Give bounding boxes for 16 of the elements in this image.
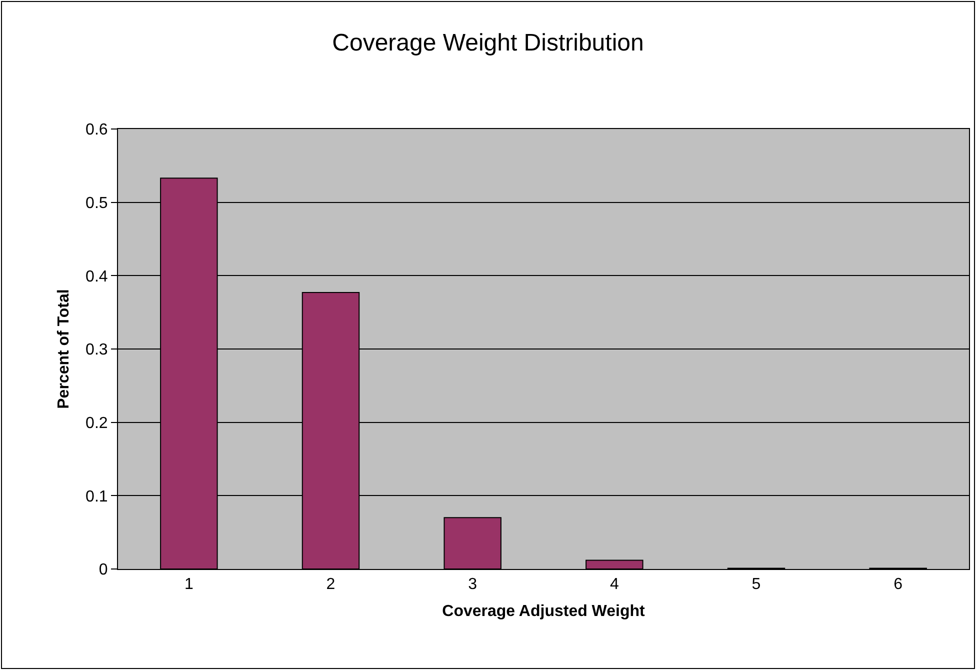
x-tick-label: 2 bbox=[326, 576, 336, 594]
y-tick-label: 0 bbox=[98, 562, 108, 579]
y-tick-label: 0.1 bbox=[86, 488, 108, 506]
y-tick-label: 0.6 bbox=[86, 122, 108, 139]
x-axis-title: Coverage Adjusted Weight bbox=[442, 602, 646, 620]
x-tick-label: 4 bbox=[610, 576, 619, 594]
y-axis-title: Percent of Total bbox=[55, 289, 72, 409]
y-tick-label: 0.3 bbox=[86, 342, 108, 359]
y-tick-label: 0.2 bbox=[86, 414, 108, 432]
y-tick-label: 0.5 bbox=[86, 194, 108, 212]
x-tick-label: 5 bbox=[752, 576, 761, 594]
x-tick-label: 1 bbox=[184, 576, 194, 594]
x-tick-label: 6 bbox=[894, 576, 903, 594]
x-tick-label: 3 bbox=[468, 576, 478, 594]
chart-title: Coverage Weight Distribution bbox=[332, 29, 644, 56]
y-tick-label: 0.4 bbox=[86, 268, 108, 286]
